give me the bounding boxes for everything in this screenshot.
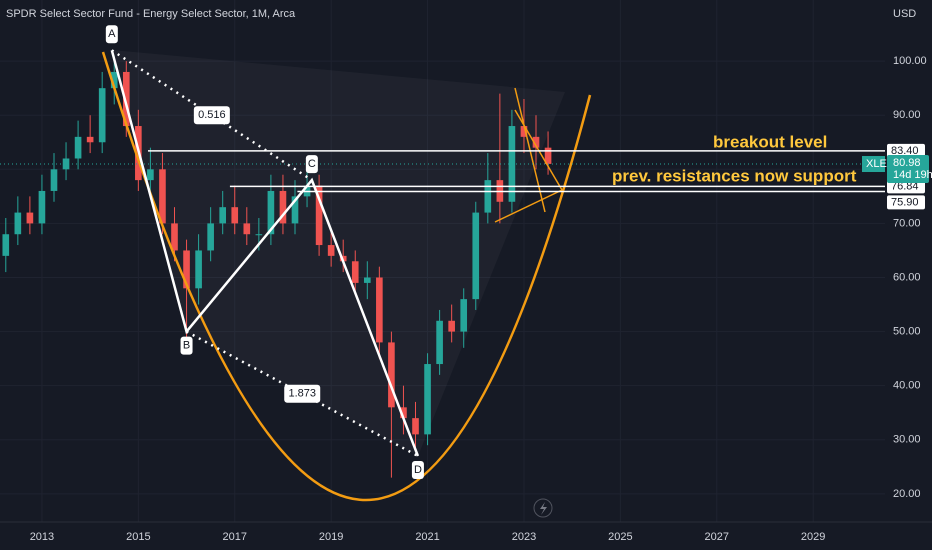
candle-body: [544, 147, 552, 164]
price-label-box: [887, 195, 925, 210]
ratio-box: [193, 106, 230, 125]
y-tick-label: 60.00: [893, 271, 921, 283]
ratio-label: 0.516: [198, 109, 226, 121]
y-tick-label: 20.00: [893, 488, 921, 500]
annotation: breakout level: [713, 132, 827, 151]
y-tick-label: 100.00: [893, 55, 927, 67]
candle-body: [291, 196, 299, 224]
candle-body: [231, 207, 239, 224]
candle-body: [2, 234, 10, 256]
candle-body: [219, 207, 227, 224]
ratio-label: 1.873: [288, 388, 316, 400]
annotation: prev. resistances now support: [612, 166, 857, 185]
candle-body: [532, 136, 540, 148]
pennant-line: [514, 109, 563, 191]
candle-body: [86, 136, 94, 143]
y-tick-label: 90.00: [893, 109, 921, 121]
last-price-label: 80.98: [893, 157, 921, 169]
point-box: [305, 155, 318, 174]
x-tick-label: 2013: [30, 531, 54, 543]
x-tick-label: 2025: [608, 531, 632, 543]
replay-icon[interactable]: [533, 498, 553, 518]
last-price-box: [887, 155, 929, 184]
candle-body: [363, 277, 371, 283]
candle-body: [279, 190, 287, 224]
point-box: [411, 461, 424, 480]
point-label: B: [183, 339, 190, 351]
candle-body: [243, 223, 251, 235]
countdown: 14d 19h: [893, 169, 932, 181]
candle-body: [424, 364, 431, 435]
candle-body: [26, 212, 34, 224]
candle-body: [436, 320, 443, 365]
candle-body: [74, 136, 82, 159]
candle-body: [207, 223, 214, 251]
currency: USD: [893, 8, 916, 20]
candle-body: [327, 245, 335, 256]
candle-body: [159, 169, 166, 224]
candle-body: [460, 299, 468, 332]
candles: [2, 55, 552, 478]
x-tick-label: 2023: [512, 531, 536, 543]
candle-body: [147, 169, 154, 181]
x-tick-label: 2029: [801, 531, 825, 543]
candle-body: [255, 234, 263, 236]
x-tick-label: 2017: [223, 531, 247, 543]
candle-body: [315, 185, 323, 246]
candle-body: [351, 261, 359, 283]
pennant-line: [494, 189, 563, 223]
candle-body: [62, 158, 70, 170]
y-tick-label: 50.00: [893, 325, 921, 337]
x-tick-label: 2019: [319, 531, 343, 543]
candle-body: [122, 71, 130, 127]
candle-body: [388, 342, 395, 408]
overlay: 0.516 1.873 A B C D: [0, 25, 885, 480]
candle-body: [14, 212, 22, 235]
cup-curve: [101, 51, 592, 502]
y-tick-label: 70.00: [893, 217, 921, 229]
candle-body: [412, 418, 419, 435]
ratio-box: [284, 384, 321, 403]
symbol-box: [862, 156, 885, 173]
candle-body: [400, 407, 407, 419]
symbol: XLE: [866, 158, 887, 170]
replay-icon-bolt: [540, 502, 547, 515]
y-tick-label: 40.00: [893, 380, 921, 392]
point-label: C: [308, 158, 316, 170]
candle-body: [448, 320, 455, 332]
candle-body: [484, 180, 492, 213]
ratio-line: [185, 330, 419, 458]
point-label: A: [108, 28, 116, 40]
point-box: [105, 25, 118, 44]
y-tick-label: 30.00: [893, 434, 921, 446]
candle-body: [195, 250, 202, 289]
price-axis: [885, 0, 932, 522]
candle-body: [508, 126, 516, 202]
x-tick-label: 2021: [415, 531, 439, 543]
chart-title: SPDR Select Sector Fund - Energy Select …: [6, 8, 296, 20]
x-tick-label: 2027: [705, 531, 729, 543]
candle-body: [472, 212, 480, 300]
pattern-line: [110, 49, 420, 457]
x-tick-label: 2015: [126, 531, 150, 543]
candle-body: [171, 223, 178, 251]
candle-body: [38, 190, 46, 224]
price-label: 76.84: [891, 180, 919, 192]
point-box: [180, 336, 193, 355]
price-label: 83.40: [891, 145, 919, 157]
candle-body: [520, 126, 528, 137]
candle-body: [183, 250, 190, 289]
price-label: 75.90: [891, 196, 919, 208]
price-label-box: [887, 143, 925, 158]
candle-body: [376, 277, 383, 343]
grid: [0, 0, 885, 522]
candle-body: [50, 169, 58, 191]
candle-body: [110, 71, 118, 89]
candle-body: [98, 88, 106, 143]
candle-body: [267, 190, 275, 235]
point-label: D: [414, 464, 422, 476]
